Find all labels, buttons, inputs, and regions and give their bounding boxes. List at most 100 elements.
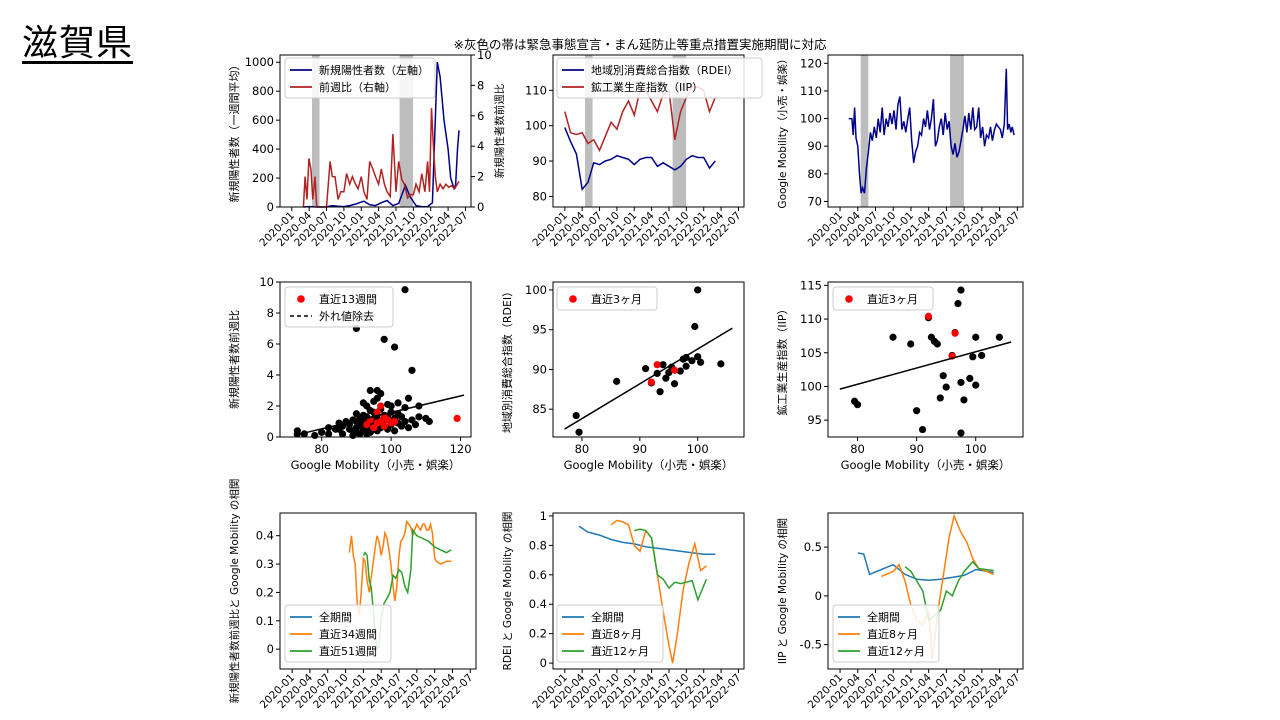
emergency-band [860, 55, 869, 207]
data-point [653, 361, 661, 369]
y-tick-label: 100 [800, 112, 822, 126]
legend-box [556, 286, 658, 311]
data-point [408, 366, 416, 374]
y-axis-label: 新規陽性者数（一週間平均） [227, 60, 241, 203]
y-tick-label: 0 [267, 200, 274, 214]
chart-p1: 0200400600800100002468102020-012020-0420… [227, 48, 506, 249]
data-point [670, 380, 679, 388]
y2-tick-label: 10 [477, 48, 492, 62]
y-tick-label: 110 [800, 312, 822, 326]
y-tick-label: 100 [525, 283, 547, 297]
fit-line [839, 341, 1012, 390]
y-tick-label: 0.4 [529, 597, 547, 611]
data-point [662, 374, 670, 382]
data-point [401, 286, 409, 294]
x-axis-label: Google Mobility（小売・娯楽） [564, 458, 734, 472]
data-point [377, 402, 385, 410]
data-point [717, 360, 725, 368]
data-point [642, 365, 650, 373]
x-tick-label: 100 [380, 442, 402, 456]
y-tick-label: 110 [525, 83, 547, 97]
data-point [311, 431, 319, 440]
data-point [688, 357, 696, 365]
legend-label: 外れ値除去 [319, 309, 374, 323]
data-point [377, 390, 385, 398]
data-point [924, 312, 933, 320]
series-line [904, 560, 994, 622]
y-axis-label: 新規陽性者数前週比と Google Mobility の相関 [228, 479, 241, 704]
x-axis-label: Google Mobility（小売・娯楽） [291, 458, 461, 472]
legend-label: 全期間 [591, 610, 624, 624]
legend-label: 前週比（右軸） [319, 80, 396, 94]
legend-box [832, 286, 934, 311]
chart-p5: 85 90 95 100 80 90 100 Google Mobility（小売・娯楽） 地域… [500, 281, 745, 472]
y-axis-label: 地域別消費総合指数（RDEI） [500, 286, 514, 433]
data-point [391, 343, 399, 351]
data-point [676, 367, 684, 375]
data-point [613, 377, 621, 385]
legend-label: 直近3ヶ月 [867, 292, 918, 306]
data-point [972, 333, 980, 341]
data-point [391, 427, 399, 435]
y-tick-label: 6 [267, 337, 274, 351]
y-tick-label: -0.5 [800, 638, 822, 652]
legend-label: 直近12ヶ月 [591, 644, 649, 658]
chart-p4: 0 2 4 6 8 10 80 100 120 Google Mobility（小売・娯楽） 新規陽… [227, 275, 472, 472]
data-point [936, 394, 944, 402]
data-point [665, 369, 673, 377]
data-point [972, 381, 980, 389]
legend-marker [845, 295, 853, 303]
legend-box [284, 286, 394, 328]
data-point [954, 299, 962, 308]
y-tick-label: 95 [532, 323, 547, 337]
series-line [610, 519, 707, 664]
legend-marker [297, 295, 305, 303]
y-tick-label: 1 [540, 509, 547, 523]
y-tick-label: 8 [267, 306, 274, 320]
data-point [391, 417, 399, 426]
y-tick-label: 4 [267, 368, 274, 382]
series-line [578, 525, 716, 555]
data-point [670, 366, 679, 374]
data-point [960, 396, 968, 404]
y-axis-label: RDEI と Google Mobility の相関 [501, 512, 514, 671]
y-tick-label: 90 [532, 154, 547, 168]
y-tick-label: 80 [532, 189, 547, 203]
y-tick-label: 1000 [245, 55, 274, 69]
legend-label: 直近12ヶ月 [867, 644, 925, 658]
legend-box [284, 57, 436, 99]
legend-label: 直近13週間 [319, 292, 377, 306]
y2-axis-label: 新規陽性者数前週比 [493, 84, 506, 179]
legend: 地域別消費総合指数（RDEI） 鉱工業生産指数（IIP） [556, 57, 763, 99]
y-tick-label: 0.5 [804, 540, 822, 554]
legend: 直近3ヶ月 [832, 286, 934, 311]
data-point [659, 361, 667, 369]
y-tick-label: 115 [800, 278, 822, 292]
y-tick-label: 200 [252, 171, 274, 185]
y-tick-label: 0 [267, 642, 274, 656]
data-point [913, 407, 921, 415]
plot-frame [552, 512, 745, 670]
legend-label: 直近8ヶ月 [591, 627, 642, 641]
data-point [425, 417, 433, 426]
y-axis-label: Google Mobility（小売・娯楽） [776, 53, 789, 208]
y2-tick-label: 0 [477, 200, 484, 214]
legend-box [556, 604, 664, 663]
data-point [373, 408, 381, 416]
data-point [656, 388, 664, 396]
data-point [453, 414, 461, 422]
fit-line [564, 327, 733, 430]
plot-frame [279, 512, 477, 670]
data-point [696, 358, 705, 366]
x-tick-label: 80 [314, 442, 329, 456]
x-tick-label: 120 [450, 442, 472, 456]
legend-box [556, 57, 763, 99]
legend-box [832, 604, 940, 663]
y2-tick-label: 8 [477, 78, 484, 92]
legend-label: 新規陽性者数（左軸） [319, 63, 429, 77]
